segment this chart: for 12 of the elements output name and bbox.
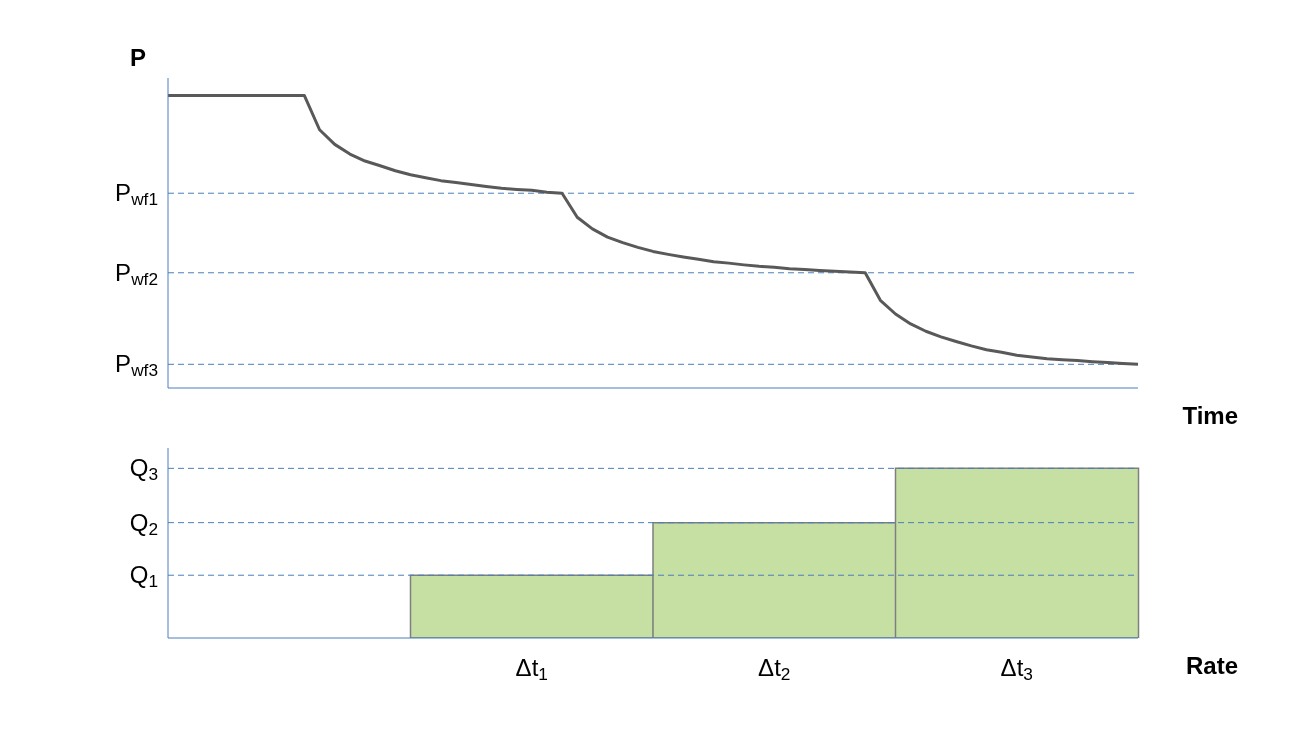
y-axis-title: P — [129, 44, 147, 71]
ref-line-label: P$_{wf2}$ — [115, 258, 158, 290]
ref-line-label: P$_{wf3}$ — [115, 350, 158, 381]
x-tick-label: Δt$_{2}$ — [758, 654, 791, 685]
x-axis-title: Rate — [1185, 652, 1238, 679]
ref-line-label: Q$_{1}$ — [129, 561, 158, 592]
x-tick-label: Δt$_{3}$ — [1000, 654, 1033, 685]
ref-line-label: Q$_{2}$ — [129, 508, 158, 539]
ref-line-label: Q$_{3}$ — [129, 454, 158, 485]
x-tick-label: Δt$_{1}$ — [515, 654, 548, 685]
x-axis-title: Time — [1182, 402, 1238, 429]
ref-line-label: P$_{wf1}$ — [115, 179, 158, 210]
